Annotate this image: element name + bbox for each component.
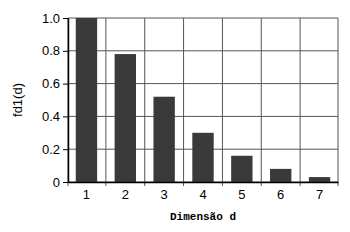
bar <box>309 177 330 182</box>
grid-line-vertical <box>261 18 262 186</box>
bars <box>76 18 330 182</box>
x-tick: 3 <box>161 182 168 202</box>
y-tick-mark <box>63 18 68 19</box>
x-tick-label: 2 <box>122 187 129 202</box>
grid <box>68 18 338 186</box>
grid-line <box>68 83 338 84</box>
x-tick: 5 <box>238 182 245 202</box>
x-tick: 6 <box>277 182 284 202</box>
grid-line-vertical <box>105 18 106 186</box>
grid-line-vertical <box>144 18 145 186</box>
y-tick: 0.8 <box>42 43 68 58</box>
x-tick-label: 4 <box>199 187 206 202</box>
x-tick-label: 3 <box>161 187 168 202</box>
y-tick: 0.6 <box>42 76 68 91</box>
bar <box>192 133 213 182</box>
y-tick-mark <box>63 84 68 85</box>
bar <box>115 54 136 182</box>
grid-line-vertical <box>338 18 339 186</box>
y-tick-label: 0.2 <box>42 142 60 157</box>
grid-line-vertical <box>68 18 69 186</box>
grid-line-vertical <box>300 18 301 186</box>
y-tick-mark <box>63 149 68 150</box>
y-tick: 1.0 <box>42 11 68 26</box>
x-axis-title: Dimensão d <box>170 211 236 223</box>
x-tick-label: 5 <box>238 187 245 202</box>
y-tick-label: 0.6 <box>42 76 60 91</box>
x-tick-label: 7 <box>316 187 323 202</box>
x-axis-line <box>69 182 339 184</box>
grid-line-vertical <box>222 18 223 186</box>
plot: 0 0.2 0.4 0.6 0.8 1.0 1 2 3 4 5 6 7 <box>42 11 339 203</box>
x-tick: 4 <box>199 182 206 202</box>
bar <box>153 97 174 182</box>
y-tick-label: 0.8 <box>42 43 60 58</box>
grid-line <box>68 50 338 51</box>
x-tick-label: 6 <box>277 187 284 202</box>
x-axis: 1 2 3 4 5 6 7 <box>69 182 339 202</box>
grid-line-vertical <box>183 18 184 186</box>
y-tick-label: 0 <box>53 175 60 190</box>
chart: 0 0.2 0.4 0.6 0.8 1.0 1 2 3 4 5 6 7 Dimensão d fd1(d) <box>0 0 350 232</box>
grid-line <box>68 18 338 19</box>
x-tick: 7 <box>316 182 323 202</box>
y-tick-label: 0.4 <box>42 109 60 124</box>
y-tick-mark <box>63 116 68 117</box>
y-axis-line <box>68 19 70 183</box>
x-tick: 2 <box>122 182 129 202</box>
grid-line <box>68 116 338 117</box>
y-axis-title: fd1(d) <box>10 83 25 117</box>
bar <box>76 18 97 182</box>
y-tick-label: 1.0 <box>42 11 60 26</box>
bar <box>270 169 291 182</box>
bar <box>231 156 252 182</box>
y-tick-mark <box>63 182 68 183</box>
y-tick: 0.2 <box>42 142 68 157</box>
y-axis: 0 0.2 0.4 0.6 0.8 1.0 <box>42 11 69 190</box>
y-tick: 0 <box>53 175 68 190</box>
x-tick-label: 1 <box>83 187 90 202</box>
y-tick-mark <box>63 51 68 52</box>
x-tick: 1 <box>83 182 90 202</box>
y-tick: 0.4 <box>42 109 68 124</box>
